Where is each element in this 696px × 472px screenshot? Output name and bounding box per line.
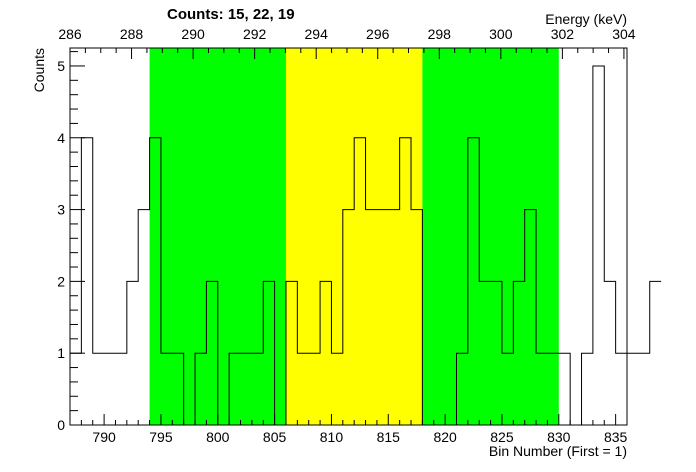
y-tick-label: 3 xyxy=(57,202,65,218)
top-axis-label: Energy (keV) xyxy=(545,11,627,27)
y-tick-label: 0 xyxy=(57,417,65,433)
top-tick-label: 290 xyxy=(181,26,205,42)
x-axis-label: Bin Number (First = 1) xyxy=(489,443,627,459)
top-tick-label: 286 xyxy=(58,26,82,42)
x-tick-label: 825 xyxy=(490,429,514,445)
region-peak xyxy=(285,48,423,425)
chart-title: Counts: 15, 22, 19 xyxy=(167,6,295,23)
x-tick-label: 805 xyxy=(263,429,287,445)
top-tick-label: 300 xyxy=(489,26,513,42)
top-tick-label: 288 xyxy=(120,26,144,42)
x-tick-label: 810 xyxy=(320,429,344,445)
plot-frame xyxy=(69,47,628,426)
x-tick-label: 815 xyxy=(377,429,401,445)
top-axis-ticks: 286 288 290 292 294 296 298 300 302 304 xyxy=(58,26,636,59)
x-tick-label: 800 xyxy=(206,429,230,445)
highlight-regions xyxy=(149,48,559,425)
x-tick-label: 820 xyxy=(433,429,457,445)
x-tick-label: 835 xyxy=(604,429,628,445)
top-tick-label: 298 xyxy=(428,26,452,42)
x-tick-label: 830 xyxy=(547,429,571,445)
top-tick-label: 292 xyxy=(243,26,267,42)
x-axis-ticks: 790 795 800 805 810 815 820 825 830 835 xyxy=(69,414,628,445)
x-tick-label: 790 xyxy=(92,429,116,445)
y-tick-label: 4 xyxy=(57,130,65,146)
y-axis-label: Counts xyxy=(31,48,47,92)
histogram-line xyxy=(70,65,662,426)
top-tick-label: 302 xyxy=(551,26,575,42)
top-tick-label: 294 xyxy=(305,26,329,42)
y-tick-label: 2 xyxy=(57,273,65,289)
y-axis-ticks: 0 1 2 3 4 5 xyxy=(57,51,85,433)
top-tick-label: 304 xyxy=(612,26,636,42)
top-tick-label: 296 xyxy=(366,26,390,42)
y-tick-label: 5 xyxy=(57,58,65,74)
y-tick-label: 1 xyxy=(57,345,65,361)
region-background-right xyxy=(422,48,559,425)
x-tick-label: 795 xyxy=(149,429,173,445)
